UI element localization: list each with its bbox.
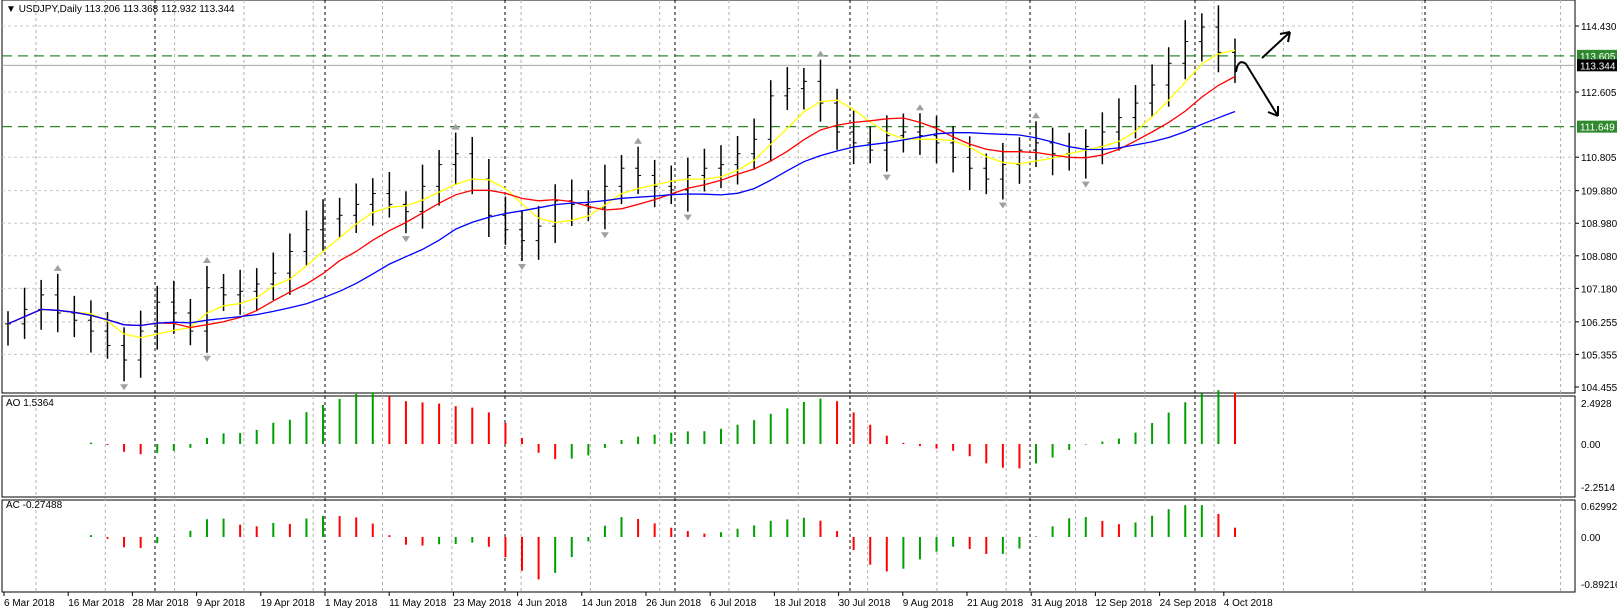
time-axis-label: 18 Jul 2018 xyxy=(774,598,826,609)
price-axis-label: 105.355 xyxy=(1581,350,1617,361)
ac-axis-label: 0.00 xyxy=(1581,533,1601,544)
fractal-up-marker xyxy=(816,50,825,57)
time-axis-label: 16 Mar 2018 xyxy=(68,598,125,609)
up-right-arrow-head xyxy=(1279,31,1291,43)
up-right-arrow-icon xyxy=(1261,31,1291,59)
price-axis-label: 110.805 xyxy=(1581,153,1617,164)
time-axis-label: 24 Sep 2018 xyxy=(1160,598,1217,609)
chart-header: ▼ USDJPY,Daily 113.206 113.368 112.932 1… xyxy=(6,4,235,15)
time-axis-label: 11 May 2018 xyxy=(389,598,447,609)
fractal-up-marker xyxy=(202,256,211,263)
ac-panel-frame xyxy=(1,499,1576,593)
fractal-up-marker xyxy=(634,137,643,144)
price-axis-label: 106.255 xyxy=(1581,318,1617,329)
time-axis-label: 28 Mar 2018 xyxy=(132,598,189,609)
time-axis-label: 4 Jun 2018 xyxy=(518,598,568,609)
fractal-down-marker xyxy=(600,232,609,239)
price-axis-label: 107.180 xyxy=(1581,284,1617,295)
current-price-tag xyxy=(1577,59,1617,72)
time-axis-label: 6 Mar 2018 xyxy=(4,598,55,609)
price-axis-label: 109.880 xyxy=(1581,187,1617,198)
time-axis-label: 21 Aug 2018 xyxy=(967,598,1024,609)
level-price-tag xyxy=(1577,120,1617,133)
ma-mid-line xyxy=(7,75,1236,329)
down-right-arrow-head xyxy=(1267,106,1279,117)
fractal-down-marker xyxy=(1081,181,1090,188)
time-axis-label: 4 Oct 2018 xyxy=(1224,598,1273,609)
fractal-down-marker xyxy=(518,264,527,271)
level-price-label: 113.605 xyxy=(1580,52,1616,63)
ao-title: AO 1.5364 xyxy=(6,398,54,409)
fractal-down-marker xyxy=(683,214,692,221)
time-axis-label: 9 Aug 2018 xyxy=(903,598,954,609)
ao-axis-label: 0.00 xyxy=(1581,440,1601,451)
time-axis-label: 6 Jul 2018 xyxy=(710,598,757,609)
fractal-up-marker xyxy=(1032,112,1041,119)
fractal-down-marker xyxy=(202,355,211,362)
time-axis-label: 19 Apr 2018 xyxy=(261,598,315,609)
fractal-down-marker xyxy=(401,236,410,243)
ac-title: AC -0.27488 xyxy=(6,500,63,511)
time-axis-label: 12 Sep 2018 xyxy=(1095,598,1152,609)
fractal-up-marker xyxy=(451,123,460,130)
fractal-up-marker xyxy=(53,264,62,271)
price-axis-label: 104.455 xyxy=(1581,383,1617,394)
level-price-tag xyxy=(1577,49,1617,62)
time-axis-label: 14 Jun 2018 xyxy=(582,598,637,609)
ohlc-values: 113.206 113.368 112.932 113.344 xyxy=(84,4,235,15)
price-axis-label: 114.430 xyxy=(1581,22,1617,33)
time-axis-label: 31 Aug 2018 xyxy=(1031,598,1088,609)
ao-panel-frame xyxy=(1,395,1576,498)
fractal-down-marker xyxy=(882,174,891,181)
main-panel-frame xyxy=(1,0,1576,394)
price-axis-label: 108.080 xyxy=(1581,252,1617,263)
ao-axis-label: -2.2514 xyxy=(1581,483,1615,494)
time-axis-label: 9 Apr 2018 xyxy=(197,598,246,609)
fractal-down-marker xyxy=(120,384,129,391)
ac-axis-label: -0.89216 xyxy=(1581,580,1617,591)
time-axis-label: 26 Jun 2018 xyxy=(646,598,701,609)
price-axis-label: 112.605 xyxy=(1581,88,1617,99)
fractal-down-marker xyxy=(998,202,1007,209)
price-axis-label: 108.980 xyxy=(1581,219,1617,230)
level-price-label: 111.649 xyxy=(1580,123,1615,134)
triangle-down-icon[interactable]: ▼ xyxy=(6,4,16,15)
ma-fast-line xyxy=(7,49,1236,339)
time-axis-label: 1 May 2018 xyxy=(325,598,378,609)
fractal-up-marker xyxy=(915,104,924,111)
down-right-arrow-icon xyxy=(1235,61,1279,117)
ma-slow-line xyxy=(7,110,1236,327)
ac-axis-label: 0.62992 xyxy=(1581,502,1617,513)
ao-axis-label: 2.4928 xyxy=(1581,399,1612,410)
symbol-timeframe: USDJPY,Daily xyxy=(18,4,82,15)
current-price-label: 113.344 xyxy=(1580,61,1616,72)
time-axis-label: 30 Jul 2018 xyxy=(839,598,891,609)
time-axis-label: 23 May 2018 xyxy=(453,598,511,609)
